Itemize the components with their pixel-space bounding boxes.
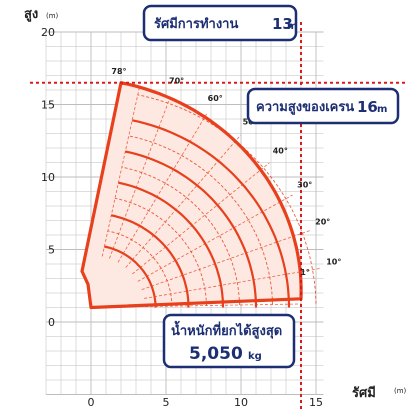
x-axis-title: รัศมี (m) (352, 385, 407, 401)
boom-ray-40 (132, 162, 270, 275)
x-tick-label: 0 (88, 396, 95, 409)
angle-label-30: 30° (297, 180, 312, 189)
x-tick-label: 10 (234, 396, 248, 409)
dashed-arc (121, 166, 240, 306)
boom-ray-78 (101, 85, 141, 257)
y-tick-label: 5 (48, 244, 55, 257)
y-axis-unit: (m) (46, 12, 59, 20)
callout-radius-unit: m (287, 21, 297, 32)
y-axis-label: สูง (24, 7, 38, 22)
boom-ray-60 (117, 112, 208, 263)
dashed-arc (114, 197, 207, 306)
solid-arc (104, 245, 157, 308)
callout-height-text: ความสูงของเครน (256, 100, 354, 115)
axis-ticks: 0 5 10 15 0 5 10 15 20 (41, 26, 323, 409)
angle-label-40: 40° (273, 147, 288, 156)
x-axis-label: รัศมี (352, 385, 376, 401)
x-axis-unit: (m) (394, 387, 407, 395)
callout-height-box (246, 87, 400, 125)
boom-ray-50 (125, 134, 241, 268)
angle-label-78: 78° (111, 67, 126, 76)
angle-label-20: 20° (315, 218, 330, 227)
solid-arc (125, 150, 258, 308)
callout-load: น้ำหนักที่ยกได้สูงสุด 5,050 kg (162, 313, 296, 369)
callout-height: ความสูงของเครน 16 m (246, 87, 400, 125)
solid-arc (131, 119, 291, 308)
callout-load-unit: kg (248, 351, 262, 362)
envelope-outline (80, 81, 303, 310)
angle-label-60: 60° (208, 94, 223, 103)
y-tick-label: 10 (41, 171, 55, 184)
angle-label-70: 70° (169, 76, 184, 85)
solid-arc (111, 214, 190, 308)
boom-ray-70 (109, 95, 171, 259)
callout-height-value: 16 (357, 98, 378, 116)
y-tick-label: 0 (48, 316, 55, 329)
dashed-arc (137, 94, 317, 304)
boom-ray-30 (137, 194, 293, 282)
solid-arc (118, 181, 225, 308)
callout-radius-box (142, 4, 298, 42)
reference-lines (30, 22, 405, 410)
x-tick-label: 15 (309, 396, 323, 409)
y-axis-title: สูง (m) (24, 7, 59, 22)
callout-load-text: น้ำหนักที่ยกได้สูงสุด (171, 320, 282, 339)
boom-ray-1 (144, 303, 302, 307)
callout-load-box (162, 313, 296, 369)
radius-arcs (104, 94, 317, 308)
callout-radius-value: 13 (272, 15, 293, 33)
boom-angle-rays (101, 85, 321, 307)
angle-label-10: 10° (326, 257, 341, 266)
callout-radius-text: รัศมีการทำงาน (154, 16, 238, 32)
y-tick-label: 15 (41, 99, 55, 112)
x-tick-label: 5 (163, 396, 170, 409)
angle-label-1: 1° (300, 268, 310, 277)
callout-load-value: 5,050 (189, 344, 243, 364)
working-envelope (80, 81, 303, 310)
callout-radius: รัศมีการทำงาน 13 m (142, 4, 298, 42)
callout-height-unit: m (377, 104, 387, 115)
dashed-arc (107, 230, 173, 307)
y-tick-label: 20 (41, 26, 55, 39)
